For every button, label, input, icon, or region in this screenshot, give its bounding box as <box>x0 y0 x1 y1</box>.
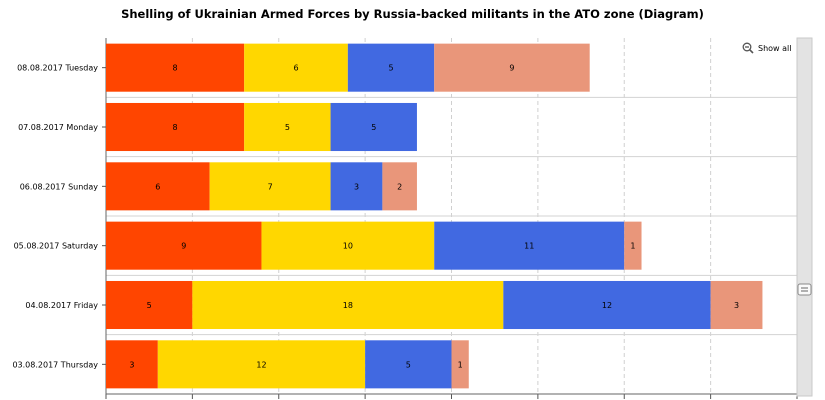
bar-segment[interactable] <box>244 43 348 92</box>
show-all-label: Show all <box>758 43 792 53</box>
y-tick-label: 08.08.2017 Tuesday <box>17 64 98 73</box>
y-tick-label: 03.08.2017 Thursday <box>12 360 98 369</box>
bar-segment[interactable] <box>261 221 435 270</box>
data-label: 12 <box>256 360 266 369</box>
data-label: 5 <box>285 123 290 132</box>
y-tick-label: 05.08.2017 Saturday <box>14 242 99 251</box>
bar-segment[interactable] <box>106 162 210 211</box>
data-label: 10 <box>343 242 353 251</box>
bar-segment[interactable] <box>192 280 504 330</box>
data-label: 5 <box>406 360 411 369</box>
data-label: 5 <box>388 64 393 73</box>
bar-segment[interactable] <box>209 162 331 211</box>
data-label: 2 <box>397 182 402 191</box>
data-label: 3 <box>734 301 739 310</box>
bar-segment[interactable] <box>382 162 417 211</box>
bar-segment[interactable] <box>106 43 245 92</box>
data-label: 6 <box>293 64 298 73</box>
data-label: 9 <box>181 242 186 251</box>
y-tick-label: 04.08.2017 Friday <box>25 301 98 310</box>
bar-segment[interactable] <box>106 280 193 330</box>
bar-segment[interactable] <box>347 43 435 92</box>
data-label: 1 <box>630 242 635 251</box>
bar-segment[interactable] <box>157 340 366 389</box>
data-label: 9 <box>509 64 514 73</box>
scrollbar-grip-handle[interactable] <box>797 283 812 296</box>
bar-segment[interactable] <box>451 340 469 389</box>
bar-segment[interactable] <box>106 221 262 270</box>
y-tick-label: 07.08.2017 Monday <box>18 123 98 132</box>
data-label: 1 <box>458 360 463 369</box>
bar-segment[interactable] <box>330 162 383 211</box>
data-label: 3 <box>354 182 359 191</box>
bar-segment[interactable] <box>503 280 711 330</box>
bar-segment[interactable] <box>624 221 642 270</box>
bar-segment[interactable] <box>710 280 763 330</box>
scrollbar-track[interactable] <box>796 37 813 397</box>
bar-segment[interactable] <box>106 340 158 389</box>
data-label: 3 <box>129 360 134 369</box>
data-label: 6 <box>155 182 160 191</box>
bar-segment[interactable] <box>434 43 590 92</box>
data-label: 5 <box>371 123 376 132</box>
bar-segment[interactable] <box>365 340 452 389</box>
bar-segment[interactable] <box>434 221 625 270</box>
y-tick-label: 06.08.2017 Sunday <box>20 182 99 191</box>
data-label: 12 <box>602 301 612 310</box>
data-label: 8 <box>173 123 178 132</box>
bar-segment[interactable] <box>330 102 417 152</box>
data-label: 7 <box>268 182 273 191</box>
show-all-button[interactable]: Show all <box>742 42 791 54</box>
bar-segment[interactable] <box>244 102 331 152</box>
scrollbar-grip[interactable] <box>797 283 812 296</box>
data-label: 11 <box>524 242 534 251</box>
zoom-out-icon <box>742 42 754 54</box>
bar-segment[interactable] <box>106 102 245 152</box>
data-label: 18 <box>343 301 353 310</box>
data-label: 5 <box>147 301 152 310</box>
chart-title: Shelling of Ukrainian Armed Forces by Ru… <box>121 7 704 21</box>
data-label: 8 <box>173 64 178 73</box>
